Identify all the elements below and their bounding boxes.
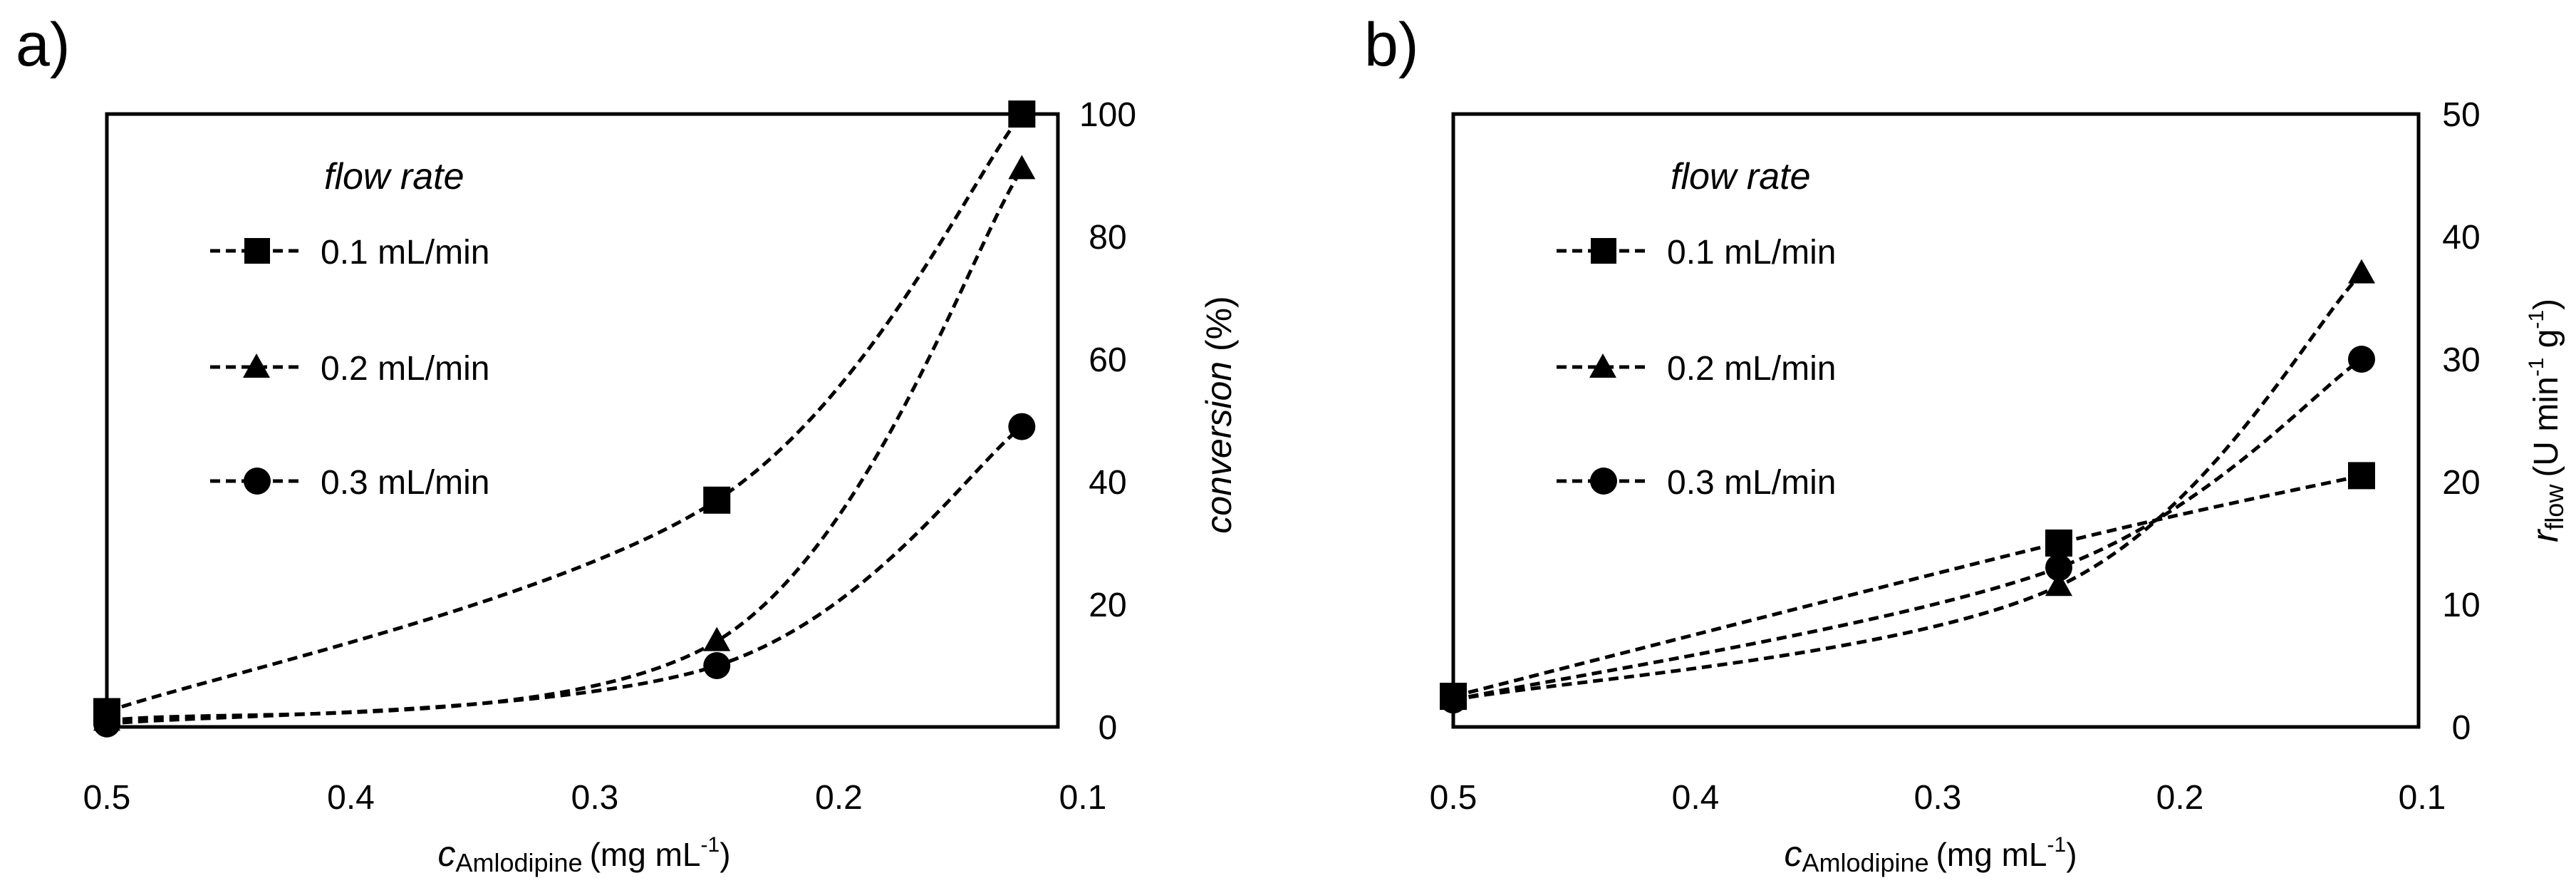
plot-area-a [105,112,1060,729]
plot-area-b [1451,112,2421,729]
data-point-b-1-2 [2348,259,2375,284]
legend-a: flow rate 0.1 mL/min 0.2 mL/min 0.3 mL/m… [210,156,489,502]
y-tick-label-b-1: 10 [2442,587,2480,624]
y-axis-label-a-rest: (%) [1199,296,1239,361]
x-axis-label-b-sup: -1 [2047,833,2067,857]
legend-marker-a-0 [244,238,270,264]
data-point-a-1-1 [703,626,731,651]
legend-marker-a-1 [243,353,270,378]
series-line-a-2 [106,425,1023,726]
series-line-b-1 [1453,272,2363,702]
data-point-a-1-2 [1008,155,1036,180]
legend-marker-a-2 [244,468,271,495]
panel-label-b: b) [1364,11,1418,79]
x-tick-label-b-0: 0.5 [1430,779,1477,817]
y-axis-label-b-unit: (U min [2528,376,2565,477]
x-tick-label-a-1: 0.4 [327,779,375,817]
data-point-b-1-1 [2045,572,2072,597]
x-tick-label-a-2: 0.3 [571,779,619,817]
x-tick-label-a-0: 0.5 [83,779,131,817]
x-axis-label-a-unit: (mg mL [590,836,701,873]
x-tick-label-b-2: 0.3 [1914,779,1962,817]
legend-label-b-1: 0.2 mL/min [1667,350,1836,388]
x-axis-label-b-main: c [1784,834,1802,874]
data-point-b-0-1 [2045,530,2072,557]
y-axis-label-b-sup1: -1 [2525,358,2548,377]
data-point-b-2-1 [2045,554,2072,582]
series-markers-b [1440,259,2375,714]
x-axis-label-a-sub: Amlodipine [455,848,582,877]
x-axis-label-b-sub: Amlodipine [1802,848,1928,877]
legend-label-a-1: 0.2 mL/min [321,350,489,388]
series-line-b-2 [1453,357,2363,702]
legend-label-a-0: 0.1 mL/min [321,234,489,272]
x-tick-labels-b: 0.5 0.4 0.3 0.2 0.1 [1430,779,2446,817]
legend-marker-b-0 [1591,238,1616,264]
data-point-b-2-2 [2348,346,2375,373]
legend-label-b-2: 0.3 mL/min [1667,464,1836,502]
x-tick-label-b-4: 0.1 [2399,779,2446,817]
legend-title-b: flow rate [1671,156,1811,197]
y-axis-label-b-sub: flow [2540,484,2569,530]
y-tick-label-b-4: 40 [2442,219,2480,257]
y-tick-label-a-2: 40 [1089,464,1126,502]
x-axis-label-b: cAmlodipine (mg mL-1) [1784,833,2077,877]
x-tick-label-b-3: 0.2 [2156,779,2204,817]
data-point-b-0-2 [2348,462,2375,490]
x-axis-label-a-main: c [437,834,455,874]
y-tick-label-b-3: 30 [2442,341,2480,379]
y-tick-label-a-5: 100 [1079,96,1136,134]
x-axis-label-a-sup: -1 [701,833,720,857]
data-point-b-2-0 [1440,686,1467,714]
y-axis-label-a-italic: conversion [1199,361,1239,534]
y-tick-labels-a: 0 20 40 60 80 100 [1079,96,1136,747]
data-point-a-0-2 [1008,100,1036,128]
data-point-a-2-1 [703,652,731,679]
panel-b: b) 0.5 0.4 0.3 0.2 0.1 0 10 20 30 40 50 flow rate… [1364,11,2569,877]
y-axis-label-a: conversion (%) [1199,296,1239,533]
data-point-a-2-2 [1008,413,1036,440]
data-point-a-0-1 [703,486,731,514]
y-axis-label-b-close: ) [2528,299,2565,310]
series-line-b-0 [1453,473,2362,698]
y-axis-label-b-sup2: -1 [2525,310,2548,329]
x-axis-label-b-unit: (mg mL [1936,836,2047,873]
y-tick-label-a-1: 20 [1089,587,1126,624]
legend-b: flow rate 0.1 mL/min 0.2 mL/min 0.3 mL/m… [1557,156,1836,502]
legend-marker-b-2 [1590,468,1617,495]
y-tick-labels-b: 0 10 20 30 40 50 [2442,96,2480,747]
x-axis-label-a-close: ) [720,836,730,873]
y-axis-label-b-main: r [2525,528,2566,542]
x-tick-labels-a: 0.5 0.4 0.3 0.2 0.1 [83,779,1107,817]
x-tick-label-a-4: 0.1 [1059,779,1107,817]
panel-a: a) 0.5 0.4 0.3 0.2 0.1 0 20 40 60 80 100 flow rat… [16,11,1239,877]
y-tick-label-a-3: 60 [1089,341,1126,379]
series-markers-a [93,100,1036,738]
y-tick-label-a-0: 0 [1099,709,1118,747]
legend-label-a-2: 0.3 mL/min [321,464,489,502]
y-tick-label-b-2: 20 [2442,464,2480,502]
x-tick-label-b-1: 0.4 [1672,779,1720,817]
x-tick-label-a-3: 0.2 [815,779,863,817]
y-tick-label-b-5: 50 [2442,96,2480,134]
series-line-a-0 [106,113,1024,713]
x-axis-label-a: cAmlodipine (mg mL-1) [437,833,730,877]
legend-title-a: flow rate [324,156,464,197]
y-tick-label-a-4: 80 [1089,219,1126,257]
y-axis-label-b: rflow(U min-1 g-1) [2525,299,2569,542]
legend-marker-b-1 [1589,353,1616,378]
y-tick-label-b-0: 0 [2452,709,2471,747]
series-lines-b [1453,272,2363,702]
x-axis-label-b-close: ) [2066,836,2077,873]
panel-label-a: a) [16,11,70,79]
legend-label-b-0: 0.1 mL/min [1667,234,1836,272]
y-axis-label-b-mid: g [2528,329,2565,358]
data-point-a-2-0 [93,710,120,738]
